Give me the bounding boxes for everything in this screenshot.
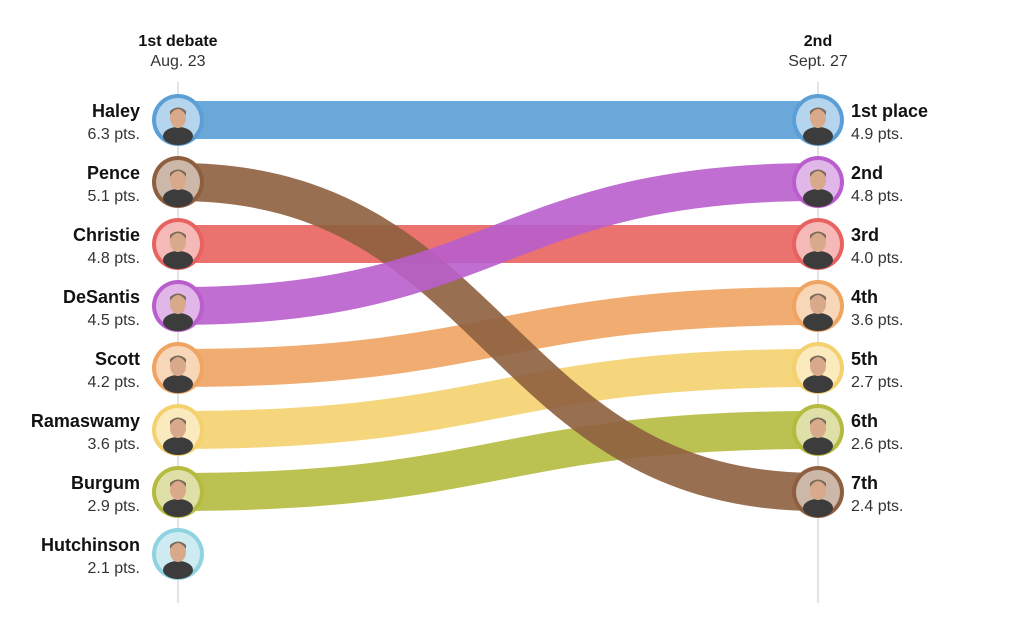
second-debate-date: Sept. 27 — [788, 53, 848, 70]
name-scott: Scott — [95, 349, 140, 369]
name-haley: Haley — [92, 101, 140, 121]
score-first-ramaswamy: 3.6 pts. — [88, 436, 140, 453]
avatar-haley-first-icon — [152, 94, 204, 146]
avatar-desantis-first-icon — [152, 280, 204, 332]
avatar-burgum-second-icon — [792, 404, 844, 456]
score-second-haley: 4.9 pts. — [851, 126, 903, 143]
score-first-scott: 4.2 pts. — [88, 374, 140, 391]
second-debate-title: 2nd — [804, 33, 832, 50]
name-pence: Pence — [87, 163, 140, 183]
score-second-desantis: 4.8 pts. — [851, 188, 903, 205]
name-christie: Christie — [73, 225, 140, 245]
band-ramaswamy — [177, 349, 819, 449]
place-second-scott: 4th — [851, 287, 878, 307]
place-second-ramaswamy: 5th — [851, 349, 878, 369]
avatar-scott-second-icon — [792, 280, 844, 332]
score-first-desantis: 4.5 pts. — [88, 312, 140, 329]
score-first-pence: 5.1 pts. — [88, 188, 140, 205]
name-hutchinson: Hutchinson — [41, 535, 140, 555]
band-desantis — [177, 163, 819, 325]
avatar-pence-second-icon — [792, 466, 844, 518]
place-second-desantis: 2nd — [851, 163, 883, 183]
avatar-desantis-second-icon — [792, 156, 844, 208]
name-ramaswamy: Ramaswamy — [31, 411, 140, 431]
score-second-burgum: 2.6 pts. — [851, 436, 903, 453]
avatar-hutchinson-first-icon — [152, 528, 204, 580]
avatar-christie-second-icon — [792, 218, 844, 270]
avatar-ramaswamy-second-icon — [792, 342, 844, 394]
score-second-christie: 4.0 pts. — [851, 250, 903, 267]
name-desantis: DeSantis — [63, 287, 140, 307]
place-second-christie: 3rd — [851, 225, 879, 245]
place-second-pence: 7th — [851, 473, 878, 493]
avatar-haley-second-icon — [792, 94, 844, 146]
score-second-scott: 3.6 pts. — [851, 312, 903, 329]
score-first-hutchinson: 2.1 pts. — [88, 560, 140, 577]
avatar-ramaswamy-first-icon — [152, 404, 204, 456]
band-pence — [177, 163, 819, 511]
score-second-ramaswamy: 2.7 pts. — [851, 374, 903, 391]
avatar-scott-first-icon — [152, 342, 204, 394]
band-burgum — [177, 411, 819, 511]
first-debate-title: 1st debate — [138, 33, 217, 50]
avatar-burgum-first-icon — [152, 466, 204, 518]
score-first-christie: 4.8 pts. — [88, 250, 140, 267]
place-second-burgum: 6th — [851, 411, 878, 431]
name-burgum: Burgum — [71, 473, 140, 493]
avatar-pence-first-icon — [152, 156, 204, 208]
avatar-christie-first-icon — [152, 218, 204, 270]
score-first-haley: 6.3 pts. — [88, 126, 140, 143]
first-debate-date: Aug. 23 — [150, 53, 205, 70]
score-second-pence: 2.4 pts. — [851, 498, 903, 515]
place-second-haley: 1st place — [851, 101, 928, 121]
score-first-burgum: 2.9 pts. — [88, 498, 140, 515]
